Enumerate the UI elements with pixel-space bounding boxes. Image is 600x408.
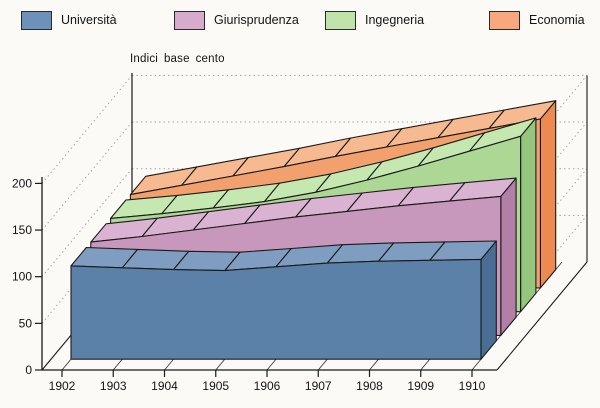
x-axis-labels: 1902 1903 1904 1905 1906 1907 1908 1909 1910 — [49, 370, 486, 393]
ribbon-front-face — [70, 258, 482, 360]
axis-tick-label: 1902 — [49, 379, 76, 393]
ribbon-end-face — [520, 117, 537, 313]
ribbon-end-face — [539, 100, 557, 289]
axis-tick-label: 1904 — [151, 379, 178, 393]
legend-swatch-giurisprudenza — [174, 10, 205, 30]
axis-tick-label: 0 — [25, 363, 32, 377]
legend-swatch-ingegneria — [325, 10, 356, 30]
legend-label: Università — [61, 13, 117, 27]
y-axis-labels: 0 50 100 150 200 — [12, 176, 42, 377]
axis-tick-label: 1903 — [100, 379, 127, 393]
legend-label: Ingegneria — [365, 13, 425, 27]
axis-tick-label: 1910 — [459, 379, 486, 393]
legend-item-economia: Economia — [489, 9, 585, 31]
axis-tick-label: 1907 — [305, 379, 332, 393]
legend-item-ingegneria: Ingegneria — [325, 9, 424, 31]
ribbon-universita — [70, 240, 497, 360]
ribbon-end-face — [500, 177, 517, 336]
axis-tick-label: 1909 — [407, 379, 434, 393]
chart-title: Indici base cento — [130, 53, 225, 65]
ribbon-end-face — [480, 240, 497, 360]
axis-tick-label: 50 — [19, 316, 33, 330]
axis-tick-label: 1905 — [202, 379, 229, 393]
legend-swatch-economia — [489, 10, 520, 30]
legend-item-giurisprudenza: Giurisprudenza — [174, 9, 299, 31]
legend-item-universita: Università — [21, 9, 117, 31]
axis-tick-label: 100 — [12, 270, 32, 284]
legend-label: Economia — [529, 13, 585, 27]
axis-tick-label: 1906 — [254, 379, 281, 393]
legend-label: Giurisprudenza — [214, 13, 299, 27]
axis-tick-label: 200 — [12, 176, 32, 190]
axis-tick-label: 1908 — [356, 379, 383, 393]
axis-tick-label: 150 — [12, 223, 32, 237]
legend-swatch-universita — [21, 10, 52, 30]
